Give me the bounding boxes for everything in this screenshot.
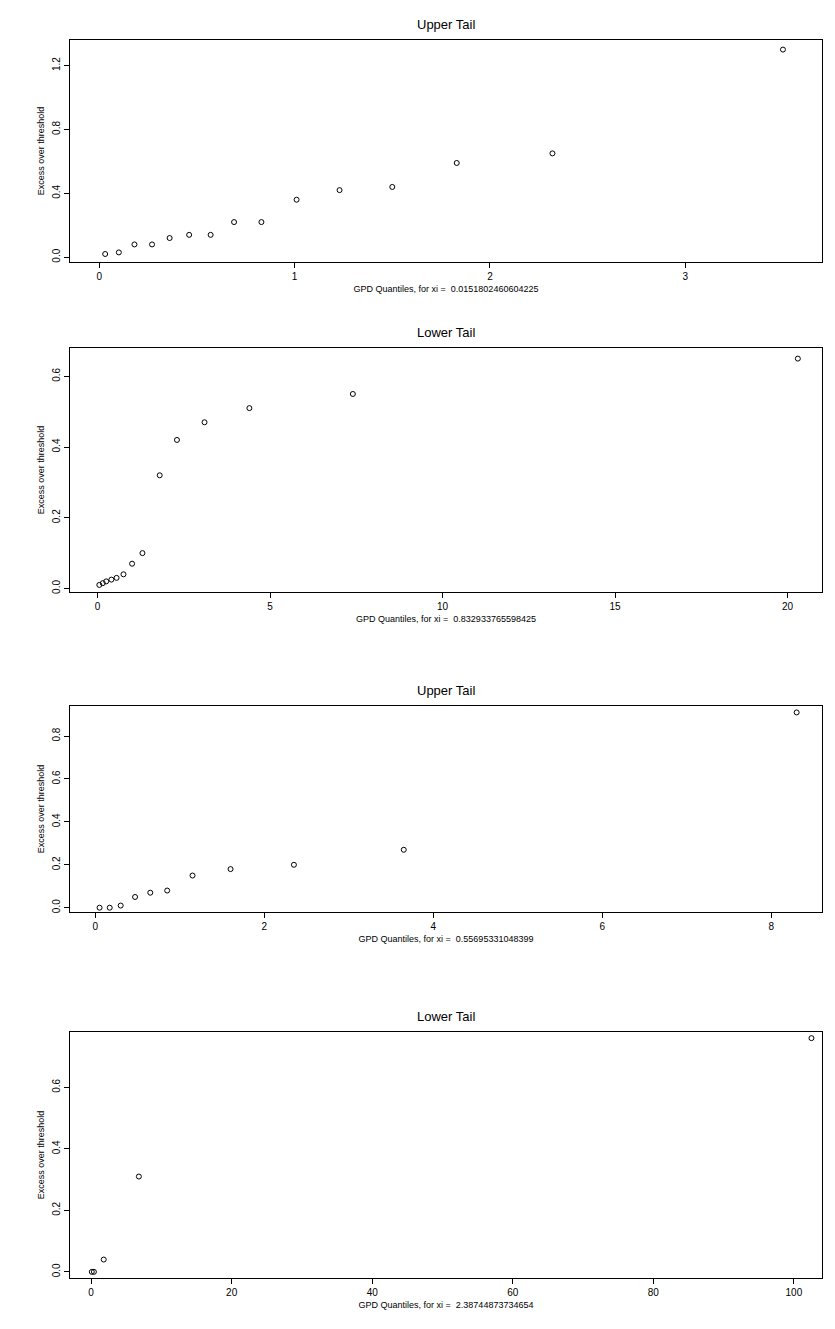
svg-text:0.0: 0.0 (51, 899, 62, 913)
svg-text:0.4: 0.4 (51, 438, 62, 452)
svg-text:8: 8 (769, 921, 775, 932)
svg-text:Excess over threshold: Excess over threshold (36, 426, 46, 515)
svg-text:0.2: 0.2 (51, 509, 62, 523)
svg-text:80: 80 (648, 1287, 660, 1298)
svg-text:0: 0 (95, 601, 101, 612)
svg-text:0.6: 0.6 (51, 367, 62, 381)
svg-text:0.2: 0.2 (51, 856, 62, 870)
svg-text:0.4: 0.4 (51, 1140, 62, 1154)
svg-text:0.8: 0.8 (51, 727, 62, 741)
svg-text:2: 2 (262, 921, 268, 932)
svg-text:4: 4 (431, 921, 437, 932)
svg-text:15: 15 (609, 601, 621, 612)
svg-text:Lower Tail: Lower Tail (417, 1009, 475, 1024)
svg-text:Upper Tail: Upper Tail (417, 17, 475, 32)
svg-text:0: 0 (88, 1287, 94, 1298)
svg-text:0: 0 (97, 271, 103, 282)
svg-text:0.8: 0.8 (51, 121, 62, 135)
svg-text:0.6: 0.6 (51, 770, 62, 784)
svg-text:20: 20 (782, 601, 794, 612)
svg-text:Lower Tail: Lower Tail (417, 325, 475, 340)
svg-text:100: 100 (786, 1287, 803, 1298)
svg-text:0.4: 0.4 (51, 813, 62, 827)
svg-text:GPD Quantiles, for xi = 0.015: GPD Quantiles, for xi = 0.01518024606042… (354, 284, 539, 294)
svg-text:40: 40 (367, 1287, 379, 1298)
svg-text:6: 6 (600, 921, 606, 932)
svg-text:GPD Quantiles, for xi = 0.832: GPD Quantiles, for xi = 0.83293376559842… (356, 614, 536, 624)
svg-text:Excess over threshold: Excess over threshold (36, 107, 46, 196)
svg-text:3: 3 (682, 271, 688, 282)
svg-text:1: 1 (292, 271, 298, 282)
svg-text:2: 2 (487, 271, 493, 282)
svg-text:0.4: 0.4 (51, 184, 62, 198)
svg-text:Excess over threshold: Excess over threshold (36, 1111, 46, 1200)
svg-text:0.0: 0.0 (51, 580, 62, 594)
svg-text:GPD Quantiles, for xi = 2.387: GPD Quantiles, for xi = 2.38744873734654 (359, 1300, 534, 1310)
svg-text:10: 10 (437, 601, 449, 612)
svg-text:0.0: 0.0 (51, 248, 62, 262)
svg-text:GPD Quantiles, for xi = 0.556: GPD Quantiles, for xi = 0.55695331048399 (359, 934, 534, 944)
svg-text:5: 5 (267, 601, 273, 612)
svg-text:0.6: 0.6 (51, 1078, 62, 1092)
svg-text:20: 20 (226, 1287, 238, 1298)
svg-text:Excess over threshold: Excess over threshold (36, 765, 46, 854)
svg-text:0.2: 0.2 (51, 1201, 62, 1215)
svg-text:1.2: 1.2 (51, 57, 62, 71)
svg-text:60: 60 (507, 1287, 519, 1298)
svg-text:Upper Tail: Upper Tail (417, 683, 475, 698)
svg-text:0.0: 0.0 (51, 1263, 62, 1277)
svg-text:0: 0 (93, 921, 99, 932)
